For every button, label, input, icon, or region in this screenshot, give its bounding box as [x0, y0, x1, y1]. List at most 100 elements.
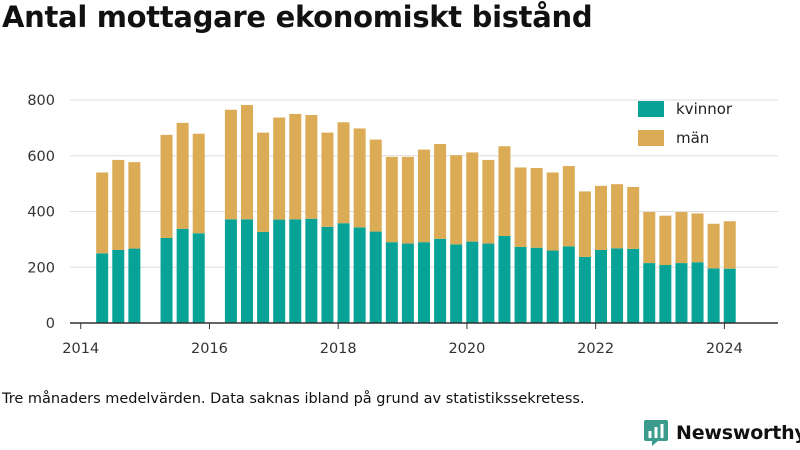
bar-kvinnor — [176, 228, 189, 323]
y-tick-label: 200 — [27, 260, 55, 276]
bar-man — [273, 117, 286, 220]
bar-kvinnor — [337, 223, 350, 323]
bar-man — [224, 109, 237, 220]
brand-logo[interactable]: Newsworthy — [643, 418, 800, 448]
bar-kvinnor — [257, 231, 270, 323]
bar-man — [691, 213, 704, 263]
y-tick-label: 400 — [27, 205, 55, 221]
legend: kvinnor män — [638, 100, 733, 147]
bar-man — [675, 212, 688, 264]
bar-kvinnor — [289, 219, 302, 323]
bar-man — [305, 115, 318, 219]
x-tick-label: 2014 — [62, 341, 99, 357]
bar-man — [482, 159, 495, 244]
bar-man — [369, 139, 382, 232]
bar-kvinnor — [241, 219, 253, 323]
brand-name: Newsworthy — [676, 422, 800, 444]
bars — [96, 105, 736, 323]
bar-man — [627, 186, 640, 249]
axes: 0 200 400 600 800 2014 2016 2018 2020 2022 2024 — [27, 93, 778, 357]
x-tick-label: 2022 — [577, 341, 614, 357]
bar-kvinnor — [595, 249, 607, 323]
bar-man — [450, 155, 463, 245]
bar-man — [257, 132, 270, 232]
bar-man — [659, 215, 672, 266]
bar-kvinnor — [401, 243, 414, 323]
bar-kvinnor — [418, 242, 430, 323]
bar-kvinnor — [643, 263, 656, 323]
bar-kvinnor — [611, 248, 624, 323]
bar-kvinnor — [369, 231, 382, 323]
bar-kvinnor — [353, 227, 366, 323]
legend-swatch — [638, 130, 664, 146]
bar-kvinnor — [434, 238, 447, 323]
bar-kvinnor — [482, 243, 495, 323]
bar-man — [192, 133, 205, 234]
bar-man — [176, 122, 189, 229]
bar-man — [707, 223, 720, 269]
bar-kvinnor — [305, 218, 318, 323]
bar-kvinnor — [659, 265, 672, 323]
y-tick-label: 0 — [46, 316, 55, 332]
bar-man — [595, 185, 607, 250]
legend-swatch — [638, 101, 664, 117]
bar-kvinnor — [627, 248, 640, 323]
bar-kvinnor — [466, 241, 479, 323]
bar-man — [466, 152, 479, 242]
bar-kvinnor — [530, 247, 543, 323]
bar-man — [385, 156, 398, 243]
bar-kvinnor — [385, 242, 398, 323]
bar-kvinnor — [691, 262, 704, 323]
chart-title: Antal mottagare ekonomiskt bistånd — [2, 0, 593, 34]
bar-kvinnor — [192, 233, 205, 323]
x-tick-label: 2016 — [191, 341, 228, 357]
x-tick-label: 2018 — [320, 341, 357, 357]
x-tick-label: 2024 — [706, 341, 743, 357]
bar-kvinnor — [675, 263, 688, 323]
bar-kvinnor — [128, 248, 141, 323]
bar-man — [96, 172, 109, 254]
bar-man — [562, 166, 575, 247]
bar-man — [353, 128, 366, 228]
bar-man — [321, 132, 334, 227]
bar-man — [112, 159, 125, 250]
y-tick-label: 800 — [27, 93, 55, 109]
bar-kvinnor — [723, 268, 736, 323]
bar-kvinnor — [321, 226, 334, 323]
bar-man — [128, 162, 141, 249]
bar-kvinnor — [112, 249, 125, 323]
bar-kvinnor — [578, 256, 591, 323]
bar-man — [241, 105, 253, 220]
bar-man — [611, 184, 624, 249]
bar-man — [434, 144, 447, 239]
bar-man — [723, 221, 736, 269]
bar-man — [514, 167, 527, 247]
bar-kvinnor — [224, 219, 237, 323]
footnote: Tre månaders medelvärden. Data saknas ib… — [2, 391, 585, 407]
bar-kvinnor — [546, 250, 559, 323]
bar-man — [160, 134, 173, 238]
bar-man — [578, 191, 591, 257]
bar-man — [337, 122, 350, 224]
bar-kvinnor — [707, 268, 720, 323]
legend-label: kvinnor — [676, 100, 733, 118]
y-tick-label: 600 — [27, 149, 55, 165]
bar-man — [289, 113, 302, 220]
legend-label: män — [676, 129, 709, 147]
bar-man — [418, 149, 430, 243]
bar-kvinnor — [450, 244, 463, 323]
bar-kvinnor — [514, 246, 527, 323]
bar-man — [530, 168, 543, 248]
bar-kvinnor — [273, 219, 286, 323]
x-tick-label: 2020 — [448, 341, 485, 357]
bar-kvinnor — [96, 253, 109, 323]
bar-man — [643, 212, 656, 264]
bar-man — [546, 172, 559, 251]
bar-man — [401, 156, 414, 244]
bar-kvinnor — [498, 236, 511, 323]
bar-chart-logo-icon — [644, 420, 668, 446]
bar-kvinnor — [160, 237, 173, 323]
bar-kvinnor — [562, 246, 575, 323]
bar-man — [498, 146, 511, 237]
stacked-bar-chart: 0 200 400 600 800 2014 2016 2018 2020 2022 2024 kv… — [27, 93, 778, 357]
